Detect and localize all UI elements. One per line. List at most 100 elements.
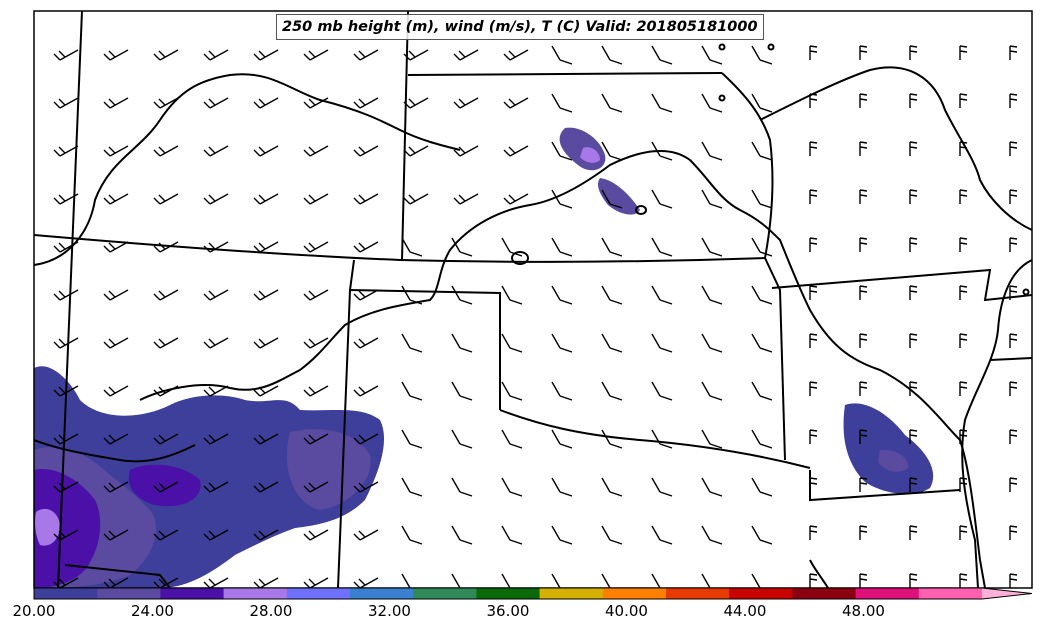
wind-barb: [503, 193, 529, 205]
wind-barb: [1009, 141, 1018, 156]
wind-barb: [809, 93, 818, 108]
wind-barb: [403, 49, 429, 61]
wind-barb: [503, 97, 529, 109]
wind-barb: [303, 577, 329, 588]
wind-barb: [751, 573, 763, 588]
wind-barb: [551, 573, 563, 588]
wind-barb: [253, 49, 279, 61]
wind-barb: [751, 429, 773, 449]
wind-barb: [303, 481, 329, 493]
colorbar-tick-label: 28.00: [249, 602, 293, 620]
wind-barb: [501, 573, 513, 588]
wind-barb: [451, 477, 473, 497]
wind-barb: [1009, 237, 1018, 252]
wind-barb: [651, 285, 673, 305]
wind-barb: [453, 193, 479, 205]
colorbar-segment: [286, 588, 351, 599]
wind-barb: [401, 285, 423, 305]
wind-barb: [809, 141, 818, 156]
wind-barb: [751, 333, 773, 353]
wind-barb: [353, 289, 379, 301]
wind-barb: [303, 145, 329, 157]
wind-barb: [909, 141, 918, 156]
wind-barb: [809, 333, 818, 348]
wind-barb: [909, 45, 918, 60]
wind-barb: [353, 577, 379, 588]
wind-barb: [353, 385, 379, 397]
colorbar-outline: [33, 587, 1033, 600]
wind-barb: [53, 241, 79, 253]
wind-barb: [859, 477, 868, 492]
wind-barb: [959, 45, 968, 60]
wind-barb: [203, 529, 229, 541]
wind-barb: [701, 45, 723, 65]
wind-barb: [53, 337, 79, 349]
wind-barb: [601, 285, 623, 305]
border-ok-ar: [764, 257, 786, 461]
wind-barb: [751, 141, 773, 161]
rivers: [34, 66, 1032, 588]
colorbar-segment: [539, 588, 604, 599]
wind-barb: [859, 333, 868, 348]
colorbar-extend-arrow: [982, 588, 1032, 599]
wind-barb: [751, 285, 773, 305]
wind-barb: [253, 529, 279, 541]
wind-barb: [601, 429, 623, 449]
wind-barb: [503, 49, 529, 61]
wind-barb: [859, 429, 868, 444]
wind-barb: [53, 193, 79, 205]
wind-barb: [253, 145, 279, 157]
wind-barb: [1009, 477, 1018, 492]
shade-region-ar: [843, 403, 934, 494]
wind-barb: [601, 477, 623, 497]
wind-barb: [303, 433, 329, 445]
wind-barb: [501, 333, 523, 353]
wind-barb: [701, 189, 723, 209]
wind-barb: [203, 97, 229, 109]
wind-barb: [1009, 573, 1018, 588]
shade-region-sw-core: [34, 469, 101, 588]
wind-barb: [451, 429, 473, 449]
colorbar-tick-label: 20.00: [12, 602, 56, 620]
wind-barb: [253, 385, 279, 397]
wind-barb: [401, 573, 413, 588]
wind-barb: [501, 477, 523, 497]
wind-barb: [203, 193, 229, 205]
wind-barb: [701, 93, 723, 113]
river-east: [759, 66, 1032, 231]
wind-barb: [959, 237, 968, 252]
wind-barb: [809, 525, 818, 540]
wind-barb: [153, 193, 179, 205]
wind-barb: [103, 145, 129, 157]
wind-barb: [153, 481, 179, 493]
colorbar-segment: [34, 588, 98, 599]
wind-barb: [303, 241, 329, 253]
colorbar-segment: [350, 588, 414, 599]
wind-barb: [551, 381, 573, 401]
wind-barb: [551, 525, 573, 545]
wind-barb: [701, 381, 723, 401]
colorbar-segment: [97, 588, 161, 599]
wind-barb: [451, 381, 473, 401]
colorbar-tick-label: 36.00: [486, 602, 530, 620]
colorbar-tick-label: 44.00: [723, 602, 767, 620]
wind-barb: [353, 481, 379, 493]
wind-barb: [859, 285, 868, 300]
wind-barb: [751, 237, 773, 257]
wind-barb: [253, 289, 279, 301]
wind-barb: [909, 573, 918, 588]
wind-barb: [601, 93, 623, 113]
colorbar-tick-label: 40.00: [605, 602, 648, 620]
wind-barb: [959, 525, 968, 540]
wind-barb: [203, 49, 229, 61]
wind-barb: [751, 477, 773, 497]
wind-barb: [701, 477, 723, 497]
wind-barb: [153, 97, 179, 109]
wind-barb: [353, 49, 379, 61]
colorbar-segment: [160, 588, 225, 599]
colorbar-segment: [918, 588, 983, 599]
wind-barb: [53, 49, 79, 61]
wind-barb: [701, 237, 723, 257]
wind-barb: [401, 429, 423, 449]
wind-barb: [751, 93, 773, 113]
